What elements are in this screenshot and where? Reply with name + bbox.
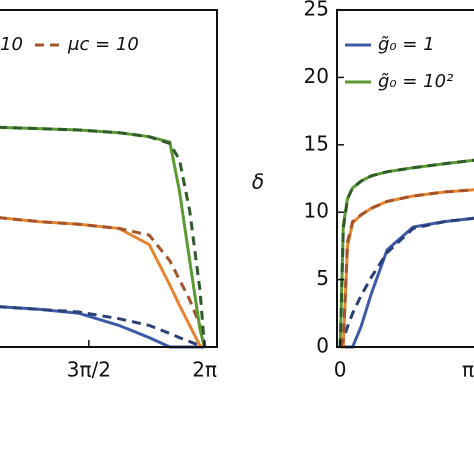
- x-tick-label: 0: [334, 358, 347, 382]
- curve: [0, 216, 205, 349]
- plot-frame: [336, 9, 474, 348]
- legend-label: 10: [0, 34, 23, 55]
- legend-label: g̃₀ = 1: [378, 34, 435, 55]
- legend-label: μc = 10: [67, 34, 139, 55]
- curve: [338, 158, 474, 348]
- curve: [0, 125, 206, 348]
- x-tick-label: 2π: [192, 358, 217, 382]
- plot-frame: [0, 9, 218, 348]
- curve: [338, 188, 474, 348]
- curve: [0, 305, 205, 349]
- y-tick-label: 0: [316, 334, 329, 358]
- y-axis-label: δ: [252, 170, 264, 194]
- x-tick-label: π/4: [462, 358, 474, 382]
- y-tick-label: 10: [304, 199, 329, 223]
- curve: [340, 188, 474, 349]
- curve: [340, 216, 474, 349]
- curve: [338, 158, 474, 348]
- curve: [0, 305, 205, 349]
- y-tick-label: 5: [316, 266, 329, 290]
- curve: [338, 216, 474, 348]
- curve: [0, 125, 206, 348]
- y-tick-label: 25: [304, 0, 329, 21]
- legend-label: g̃₀ = 10²: [378, 71, 453, 92]
- curve: [0, 216, 206, 348]
- y-tick-label: 15: [304, 131, 329, 155]
- x-tick-label: 3π/2: [67, 358, 111, 382]
- y-tick-label: 20: [304, 64, 329, 88]
